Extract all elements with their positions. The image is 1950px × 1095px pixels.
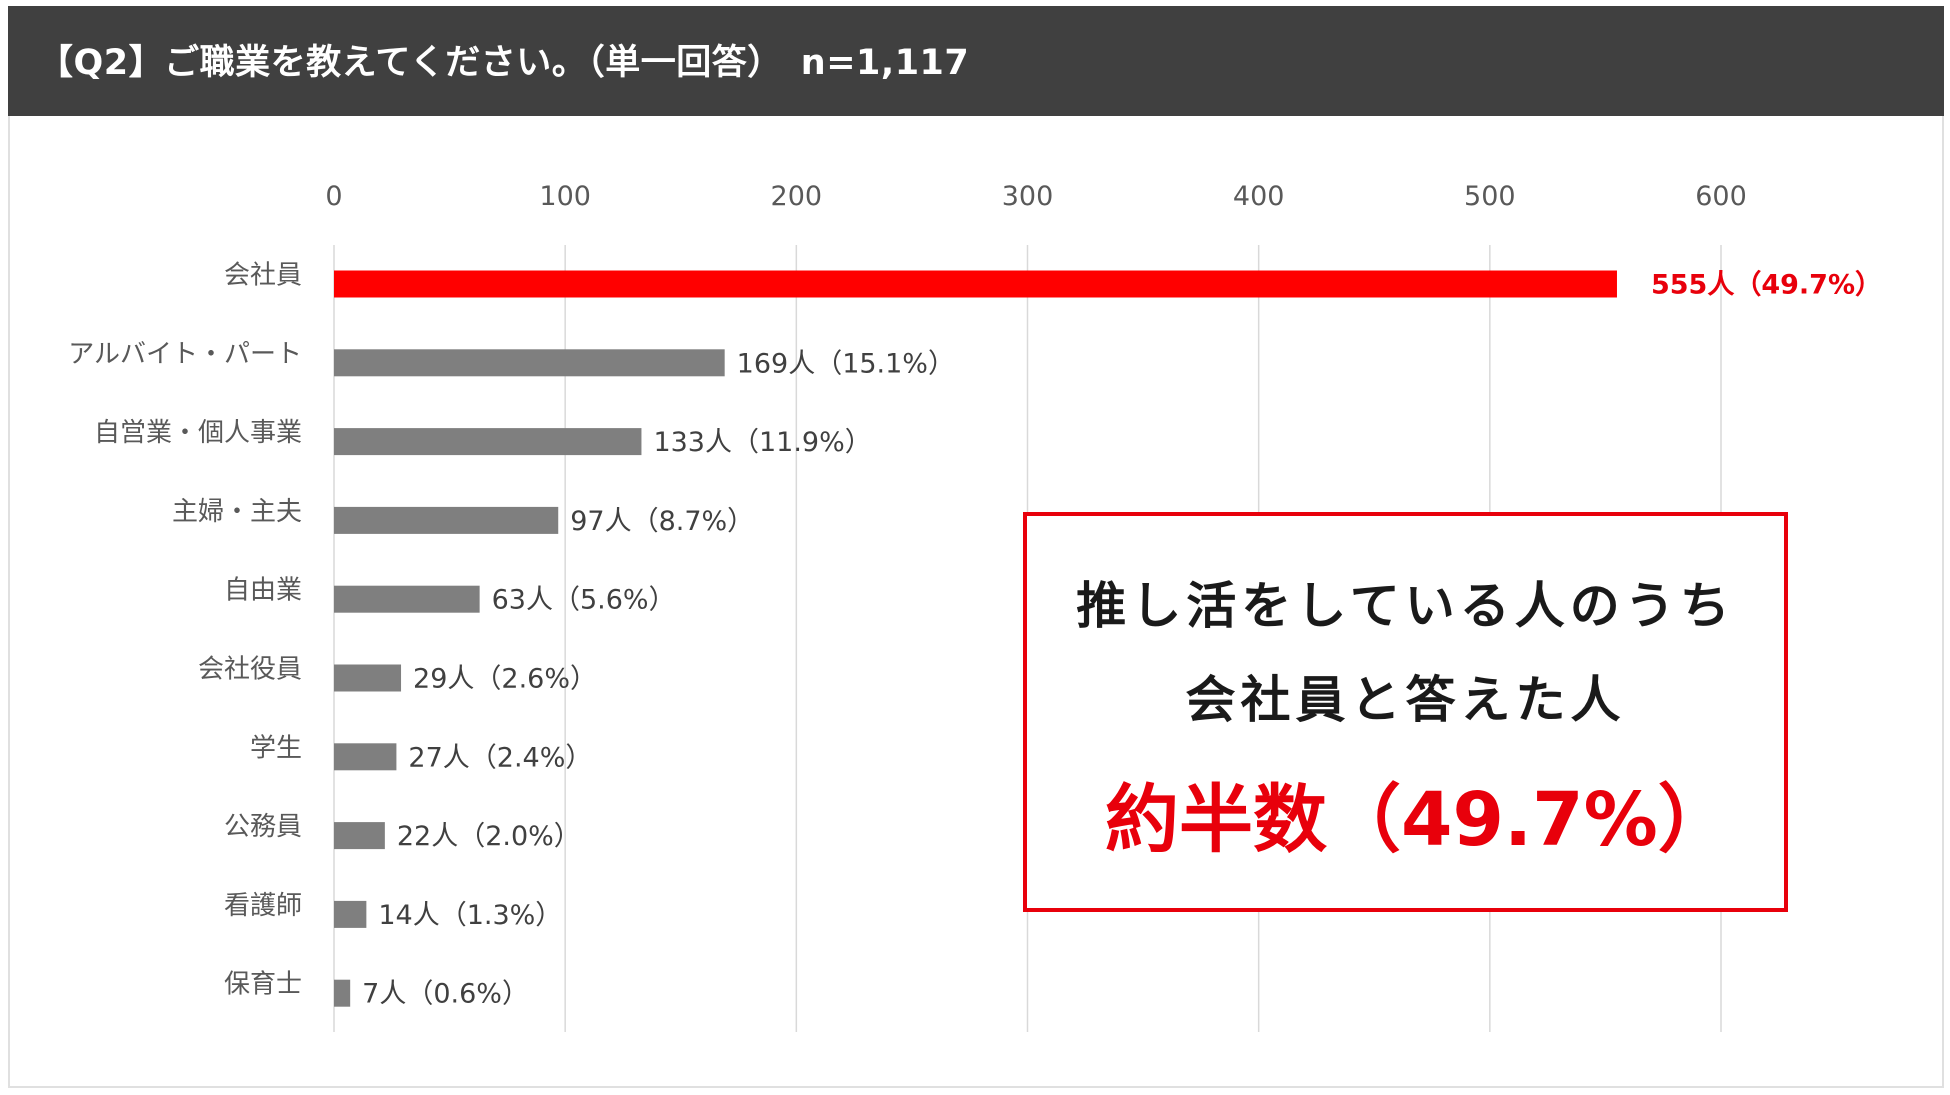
bar-9 (334, 979, 351, 1007)
x-tick-label-200: 200 (771, 181, 823, 212)
x-tick-label-100: 100 (539, 181, 591, 212)
category-label-8: 看護師 (224, 891, 302, 921)
data-label-5: 29人（2.6%） (413, 664, 597, 695)
callout-line-1: 推し活をしている人のうち (1076, 577, 1735, 635)
bar-0 (334, 270, 1617, 298)
bar-5 (334, 664, 402, 692)
callout-line-2: 会社員と答えた人 (1185, 671, 1626, 729)
x-tick-label-600: 600 (1695, 181, 1747, 212)
bar-6 (334, 743, 397, 771)
chart-title: 【Q2】ご職業を教えてください。（単一回答） n=1,117 (38, 43, 970, 83)
callout-box: 推し活をしている人のうち 会社員と答えた人 約半数（49.7%） (1023, 512, 1788, 912)
category-label-7: 公務員 (224, 812, 302, 842)
data-label-0: 555人（49.7%） (1651, 270, 1882, 301)
category-label-9: 保育士 (224, 970, 302, 1000)
bar-1 (334, 349, 725, 377)
header-bar: 【Q2】ご職業を教えてください。（単一回答） n=1,117 (8, 6, 1944, 116)
category-label-6: 学生 (250, 733, 302, 763)
callout-highlight: 約半数（49.7%） (1105, 777, 1732, 863)
x-tick-label-300: 300 (1002, 181, 1054, 212)
category-label-5: 会社役員 (198, 655, 302, 685)
data-label-8: 14人（1.3%） (378, 900, 562, 931)
data-label-2: 133人（11.9%） (653, 427, 871, 458)
x-tick-label-400: 400 (1233, 181, 1285, 212)
bar-7 (334, 822, 385, 850)
data-label-3: 97人（8.7%） (570, 506, 754, 537)
data-label-1: 169人（15.1%） (737, 348, 955, 379)
data-label-7: 22人（2.0%） (397, 821, 581, 852)
bar-2 (334, 428, 642, 456)
data-label-6: 27人（2.4%） (408, 742, 592, 773)
x-tick-label-0: 0 (325, 181, 342, 212)
category-label-0: 会社員 (224, 261, 302, 291)
category-label-3: 主婦・主夫 (172, 497, 302, 527)
x-tick-label-500: 500 (1464, 181, 1516, 212)
bar-8 (334, 900, 367, 928)
bar-4 (334, 585, 480, 613)
data-label-9: 7人（0.6%） (362, 979, 529, 1010)
data-label-4: 63人（5.6%） (492, 585, 676, 616)
category-label-2: 自営業・個人事業 (94, 418, 302, 448)
bar-3 (334, 506, 559, 534)
category-label-4: 自由業 (224, 576, 302, 606)
category-label-1: アルバイト・パート (68, 339, 302, 369)
